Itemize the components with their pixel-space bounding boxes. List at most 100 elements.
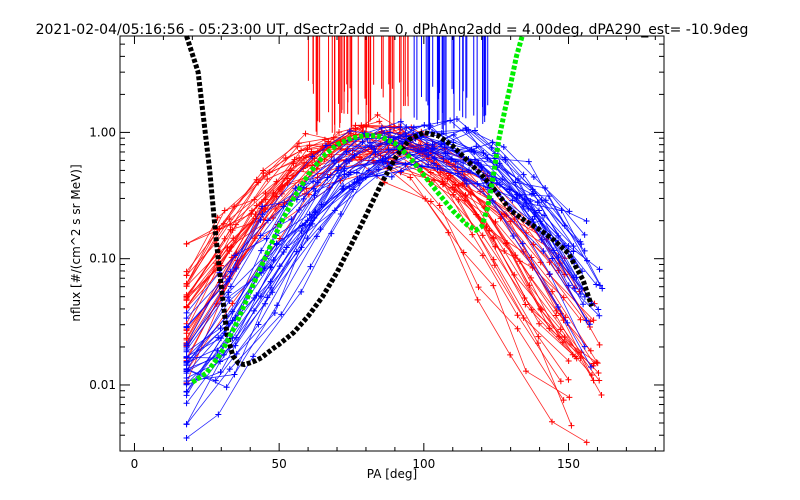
spectrum-blue-marker (311, 192, 318, 199)
spectrum-red-marker (546, 325, 553, 332)
spectrum-blue-marker (309, 153, 316, 160)
spectrum-red-marker (535, 333, 542, 340)
spectrum-red-marker (549, 288, 556, 295)
spectrum-red-marker (593, 359, 600, 366)
spectrum-red-marker (221, 207, 228, 214)
spectrum-blue-marker (425, 152, 432, 159)
spectrum-red-marker (251, 235, 258, 242)
spectrum-blue-marker (214, 347, 221, 354)
spectrum-blue-marker (519, 240, 526, 247)
spectrum-blue-marker (586, 321, 593, 328)
spectrum-red-marker (352, 125, 359, 132)
spectrum-blue-marker (267, 263, 274, 270)
spectrum-red-marker (407, 174, 414, 181)
spectrum-blue-marker (488, 144, 495, 151)
spectrum-blue-marker (375, 157, 382, 164)
spectrum-red-marker (475, 284, 482, 291)
spectrum-blue-marker (183, 309, 190, 316)
spectrum-red-marker (590, 317, 597, 324)
spectrum-red-marker (302, 130, 309, 137)
spectrum-blue-marker (373, 172, 380, 179)
spectrum-red-marker (490, 256, 497, 263)
spectrum-blue-marker (478, 165, 485, 172)
spectrum-red-marker (336, 129, 343, 136)
rays-group (307, 36, 489, 136)
spectrum-blue-marker (343, 148, 350, 155)
fit-line-black (184, 35, 595, 368)
x-tick-label: 50 (272, 457, 287, 471)
spectrum-blue-marker (312, 208, 319, 215)
spectrum-blue-marker (183, 389, 190, 396)
spectrum-red-marker (474, 296, 481, 303)
spectrum-red-marker (522, 301, 529, 308)
spectrum-red-marker (504, 239, 511, 246)
spectrum-blue-marker (302, 221, 309, 228)
spectrum-blue-marker (583, 218, 590, 225)
spectrum-blue-marker (463, 180, 470, 187)
spectrum-blue-marker (183, 370, 190, 377)
spectrum-blue-marker (346, 158, 353, 165)
x-tick-label: 150 (557, 457, 580, 471)
spectrum-blue-marker (257, 232, 264, 239)
series-group (184, 35, 595, 385)
spectrum-blue-marker (531, 209, 538, 216)
spectrum-blue-marker (183, 323, 190, 330)
spectrum-blue-marker (296, 206, 303, 213)
spectrum-red-marker (183, 240, 190, 247)
spectrum-red-marker (520, 315, 527, 322)
spectrum-blue-marker (381, 129, 388, 136)
spectrum-red-marker (596, 341, 603, 348)
spectrum-blue-marker (324, 174, 331, 181)
x-tick-label: 100 (412, 457, 435, 471)
spectrum-red-marker (560, 294, 567, 301)
spectrum-red-marker (295, 140, 302, 147)
spectrum-blue-marker (215, 411, 222, 418)
spectrum-blue-marker (403, 124, 410, 131)
spectrum-blue-marker (331, 207, 338, 214)
spectrum-red-marker (183, 304, 190, 311)
spectrum-blue-marker (298, 288, 305, 295)
spectrum-blue-marker (454, 164, 461, 171)
spectrum-blue-marker (496, 181, 503, 188)
spectrum-red-marker (596, 377, 603, 384)
spectra-group (183, 111, 606, 446)
spectrum-blue-marker (512, 179, 519, 186)
spectrum-red-marker (467, 190, 474, 197)
spectrum-blue-marker (558, 207, 565, 214)
spectrum-blue-marker (331, 157, 338, 164)
spectrum-blue-marker (397, 118, 404, 125)
spectrum-red-marker (220, 220, 227, 227)
spectrum-blue-marker (334, 167, 341, 174)
spectrum-blue-marker (555, 254, 562, 261)
spectrum-blue-marker (323, 142, 330, 149)
spectrum-red-marker (183, 297, 190, 304)
spectrum-blue-marker (262, 300, 269, 307)
spectrum-red-marker (523, 368, 530, 375)
spectrum-blue-marker (307, 263, 314, 270)
spectrum-blue-marker (502, 156, 509, 163)
spectrum-blue-marker (596, 312, 603, 319)
spectrum-red-marker (514, 325, 521, 332)
spectrum-blue-marker (431, 144, 438, 151)
spectrum-red-marker (459, 181, 466, 188)
spectrum-red-marker (253, 176, 260, 183)
spectrum-blue-marker (546, 270, 553, 277)
spectrum-red-marker (469, 231, 476, 238)
spectrum-red-marker (450, 191, 457, 198)
spectrum-red-marker (557, 326, 564, 333)
spectrum-blue-marker (421, 121, 428, 128)
spectrum-red-marker (183, 280, 190, 287)
spectrum-blue-marker (255, 321, 262, 328)
spectrum-blue-marker (368, 143, 375, 150)
spectrum-red-marker (224, 244, 231, 251)
spectrum-blue-marker (472, 127, 479, 134)
spectrum-blue-marker (372, 149, 379, 156)
spectrum-blue-marker (447, 117, 454, 124)
spectrum-red-marker (479, 232, 486, 239)
spectrum-red-marker (595, 369, 602, 376)
spectrum-blue-marker (588, 364, 595, 371)
spectrum-red-marker (360, 124, 367, 131)
spectrum-blue-marker (250, 353, 257, 360)
